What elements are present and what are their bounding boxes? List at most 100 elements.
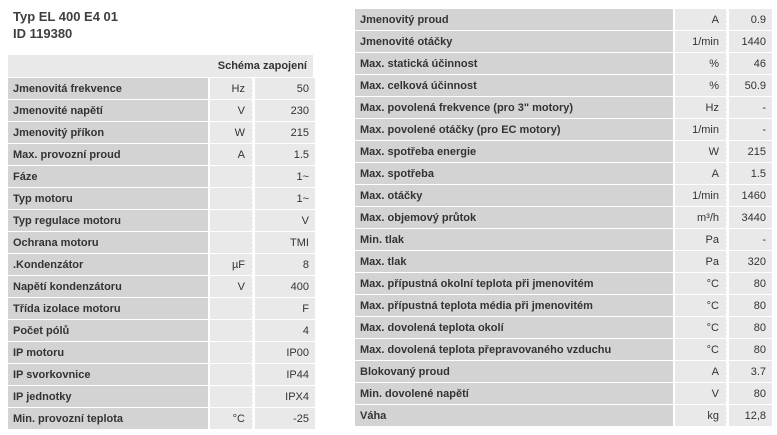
row-value: 3440 — [729, 207, 772, 228]
row-unit: °C — [675, 317, 727, 338]
row-unit: m³/h — [675, 207, 727, 228]
row-value: 12,8 — [729, 405, 772, 426]
table-row: Typ regulace motoru V — [8, 209, 315, 231]
row-value: 1440 — [729, 31, 772, 52]
row-unit: % — [675, 53, 727, 74]
row-value: 46 — [729, 53, 772, 74]
right-table-body: Jmenovitý proud A 0.9 Jmenovité otáčky 1… — [355, 8, 772, 426]
row-value: 0.9 — [729, 9, 772, 30]
row-value: V — [255, 210, 315, 231]
table-row: Max. dovolená teplota přepravovaného vzd… — [355, 338, 772, 360]
left-table-body: Jmenovitá frekvence Hz 50 Jmenovité napě… — [8, 77, 315, 429]
row-label: Max. přípustná okolní teplota při jmenov… — [355, 273, 673, 294]
row-value: 50 — [255, 78, 315, 99]
row-value: 400 — [255, 276, 315, 297]
row-label: Max. celková účinnost — [355, 75, 673, 96]
row-unit — [210, 320, 253, 341]
table-row: Min. tlak Pa - — [355, 228, 772, 250]
table-row: Max. celková účinnost % 50.9 — [355, 74, 772, 96]
table-row: Max. přípustná teplota média při jmenovi… — [355, 294, 772, 316]
row-value: - — [729, 97, 772, 118]
row-label: IP motoru — [8, 342, 208, 363]
row-unit: Hz — [675, 97, 727, 118]
row-unit — [210, 188, 253, 209]
row-unit: A — [675, 163, 727, 184]
product-id: ID 119380 — [13, 26, 73, 41]
row-value: 1460 — [729, 185, 772, 206]
row-label: Min. tlak — [355, 229, 673, 250]
row-unit: W — [675, 141, 727, 162]
table-row: Ochrana motoru TMI — [8, 231, 315, 253]
table-row: Napětí kondenzátoru V 400 — [8, 275, 315, 297]
table-row: Max. tlak Pa 320 — [355, 250, 772, 272]
row-unit: °C — [675, 339, 727, 360]
table-row: Blokovaný proud A 3.7 — [355, 360, 772, 382]
schema-zapojeni-header: Schéma zapojení — [217, 60, 307, 72]
table-row: .Kondenzátor µF 8 — [8, 253, 315, 275]
table-row: Počet pólů 4 — [8, 319, 315, 341]
table-row: Min. dovolené napětí V 80 — [355, 382, 772, 404]
row-label: Max. povolené otáčky (pro EC motory) — [355, 119, 673, 140]
row-value: 320 — [729, 251, 772, 272]
table-row: Váha kg 12,8 — [355, 404, 772, 426]
row-value: 1.5 — [729, 163, 772, 184]
row-unit: 1/min — [675, 31, 727, 52]
table-row: Typ motoru 1~ — [8, 187, 315, 209]
table-row: Jmenovité otáčky 1/min 1440 — [355, 30, 772, 52]
row-unit — [210, 166, 253, 187]
table-row: IP svorkovnice IP44 — [8, 363, 315, 385]
table-row: Max. spotřeba energie W 215 — [355, 140, 772, 162]
row-value: - — [729, 119, 772, 140]
table-row: IP jednotky IPX4 — [8, 385, 315, 407]
row-label: Min. provozní teplota — [8, 408, 208, 429]
row-unit: A — [210, 144, 253, 165]
table-row: IP motoru IP00 — [8, 341, 315, 363]
table-row: Min. provozní teplota °C -25 — [8, 407, 315, 429]
row-label: Fáze — [8, 166, 208, 187]
row-label: Max. dovolená teplota okolí — [355, 317, 673, 338]
row-label: IP svorkovnice — [8, 364, 208, 385]
table-row: Max. dovolená teplota okolí °C 80 — [355, 316, 772, 338]
table-row: Max. objemový průtok m³/h 3440 — [355, 206, 772, 228]
row-label: Max. tlak — [355, 251, 673, 272]
table-row: Jmenovitý příkon W 215 — [8, 121, 315, 143]
row-unit: % — [675, 75, 727, 96]
table-row: Max. spotřeba A 1.5 — [355, 162, 772, 184]
product-type-title: Typ EL 400 E4 01 — [13, 9, 119, 24]
row-label: IP jednotky — [8, 386, 208, 407]
table-row: Třída izolace motoru F — [8, 297, 315, 319]
table-row: Max. statická účinnost % 46 — [355, 52, 772, 74]
row-unit — [210, 386, 253, 407]
row-unit: °C — [675, 273, 727, 294]
row-label: Max. povolená frekvence (pro 3" motory) — [355, 97, 673, 118]
row-unit — [210, 210, 253, 231]
row-unit: V — [210, 100, 253, 121]
row-label: Jmenovitý příkon — [8, 122, 208, 143]
row-unit — [210, 364, 253, 385]
row-value: - — [729, 229, 772, 250]
row-label: Počet pólů — [8, 320, 208, 341]
row-unit: 1/min — [675, 185, 727, 206]
row-value: 215 — [729, 141, 772, 162]
table-row: Max. povolená frekvence (pro 3" motory) … — [355, 96, 772, 118]
row-unit: A — [675, 9, 727, 30]
row-unit: Pa — [675, 251, 727, 272]
table-row: Jmenovitá frekvence Hz 50 — [8, 77, 315, 99]
row-label: Max. spotřeba — [355, 163, 673, 184]
row-label: Max. provozní proud — [8, 144, 208, 165]
row-value: 80 — [729, 295, 772, 316]
row-label: Max. dovolená teplota přepravovaného vzd… — [355, 339, 673, 360]
row-value: 230 — [255, 100, 315, 121]
row-value: 4 — [255, 320, 315, 341]
row-label: Max. statická účinnost — [355, 53, 673, 74]
row-label: Min. dovolené napětí — [355, 383, 673, 404]
row-label: Váha — [355, 405, 673, 426]
row-value: 1~ — [255, 188, 315, 209]
row-label: Jmenovitá frekvence — [8, 78, 208, 99]
row-value: TMI — [255, 232, 315, 253]
row-label: Ochrana motoru — [8, 232, 208, 253]
table-row: Max. povolené otáčky (pro EC motory) 1/m… — [355, 118, 772, 140]
row-label: Blokovaný proud — [355, 361, 673, 382]
row-value: 80 — [729, 383, 772, 404]
table-row: Jmenovité napětí V 230 — [8, 99, 315, 121]
